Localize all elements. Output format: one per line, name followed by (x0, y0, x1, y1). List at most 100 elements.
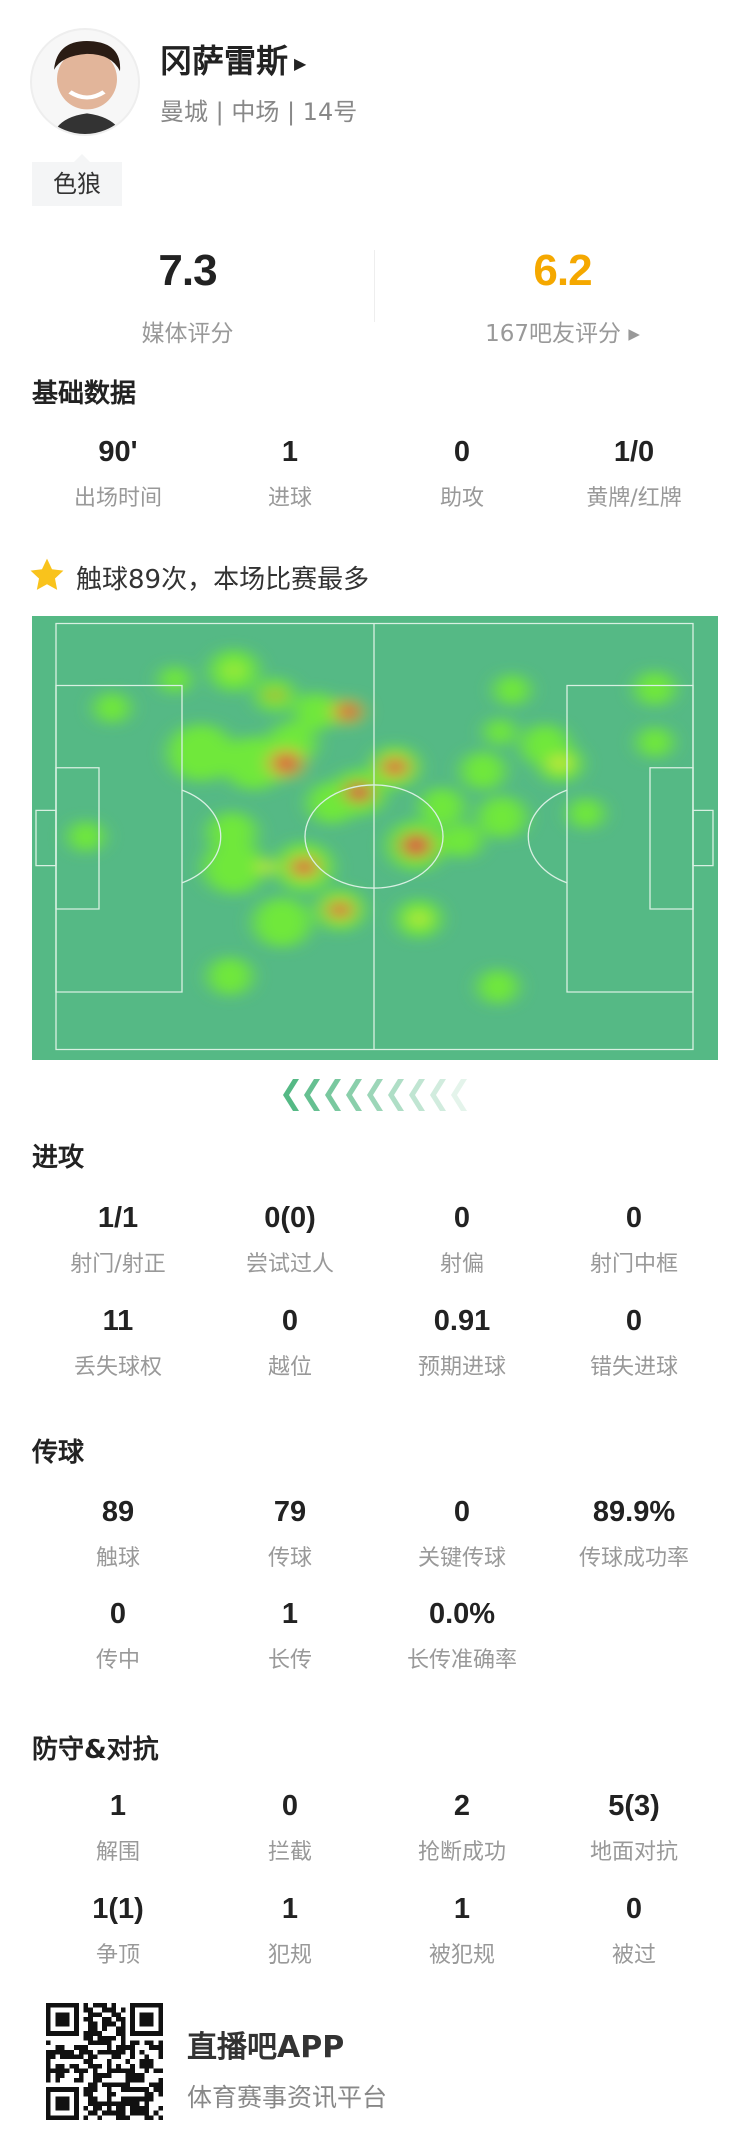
stat-label: 长传准确率 (406, 1648, 517, 1673)
stat-cell: 0 射门中框 (548, 1202, 720, 1278)
attack-stats-row: 11 丢失球权 0 越位 0.91 预期进球 0 错失进球 (32, 1305, 720, 1381)
heat-blob (94, 692, 130, 724)
app-name: 直播吧APP (187, 2030, 345, 2065)
heat-blob-hot (401, 832, 431, 859)
attack-direction-arrows (283, 1079, 467, 1111)
stat-value: 90' (98, 436, 138, 468)
stat-value: 79 (273, 1496, 307, 1528)
stat-cell: 11 丢失球权 (32, 1305, 204, 1381)
stat-value: 5(3) (608, 1790, 660, 1822)
media-rating: 7.3 媒体评分 (0, 246, 375, 348)
stat-cell: 1 进球 (204, 436, 376, 512)
stat-label: 助攻 (439, 486, 484, 511)
caret-right-icon: ▶ (294, 53, 307, 73)
stat-label: 地面对抗 (589, 1840, 678, 1865)
attack-stats-row: 1/1 射门/射正 0(0) 尝试过人 0 射偏 0 射门中框 (32, 1202, 720, 1278)
stat-cell: 5(3) 地面对抗 (548, 1790, 720, 1866)
stat-value: 0 (453, 1496, 471, 1528)
stat-cell: 1 犯规 (204, 1893, 376, 1969)
chevron-left-icon (430, 1079, 446, 1111)
chevron-left-icon (367, 1079, 383, 1111)
stat-value: 89.9% (592, 1496, 676, 1528)
heat-blob (461, 751, 505, 790)
section-title-attack: 进攻 (32, 1143, 85, 1173)
stat-cell: 0 射偏 (376, 1202, 548, 1278)
stat-label: 传球 (267, 1546, 312, 1571)
stat-cell: 1/0 黄牌/红牌 (548, 436, 720, 512)
stat-label: 丢失球权 (73, 1355, 162, 1380)
stat-value: 1 (109, 1790, 127, 1822)
media-rating-value: 7.3 (158, 246, 217, 295)
stat-label: 被犯规 (428, 1943, 495, 1968)
avatar[interactable] (30, 28, 140, 136)
stat-value: 2 (453, 1790, 471, 1822)
stat-label: 被过 (611, 1943, 656, 1968)
stat-label: 争顶 (95, 1943, 140, 1968)
stat-cell: 0 被过 (548, 1893, 720, 1969)
star-icon (30, 558, 64, 590)
highlight-text: 触球89次，本场比赛最多 (76, 565, 370, 595)
stat-label: 尝试过人 (245, 1252, 334, 1277)
fan-rating-value: 6.2 (533, 246, 592, 295)
heat-blob (203, 840, 265, 894)
stat-value: 1/0 (613, 436, 655, 468)
stat-value: 1 (453, 1893, 471, 1925)
stat-label: 犯规 (267, 1943, 312, 1968)
player-tag: 色狼 (32, 154, 122, 206)
fan-rating-label[interactable]: 167吧友评分 ▸ (485, 321, 640, 347)
heat-blob-hot (337, 702, 359, 722)
stat-cell: 0.91 预期进球 (376, 1305, 548, 1381)
passing-stats-row: 89 触球 79 传球 0 关键传球 89.9% 传球成功率 (32, 1496, 720, 1572)
heat-blob-hot (384, 757, 406, 777)
stat-label: 进球 (267, 486, 312, 511)
heat-blob (168, 724, 234, 782)
stat-cell: 0 助攻 (376, 436, 548, 512)
heat-blob (478, 969, 518, 1004)
section-title-basic: 基础数据 (32, 379, 137, 409)
stat-label: 解围 (95, 1840, 140, 1865)
chevron-left-icon (451, 1079, 467, 1111)
player-name[interactable]: 冈萨雷斯 ▶ (160, 42, 307, 80)
heat-blob (68, 821, 104, 852)
heat-blob (253, 897, 311, 948)
stat-cell: 0 传中 (32, 1598, 204, 1674)
heat-blob (484, 718, 516, 746)
defense-stats-row: 1(1) 争顶 1 犯规 1 被犯规 0 被过 (32, 1893, 720, 1969)
heatmap-pitch (32, 616, 718, 1060)
heat-blob (442, 823, 482, 858)
stat-value: 1 (281, 1598, 299, 1630)
pitch-background (32, 616, 718, 1060)
stat-label: 触球 (95, 1546, 140, 1571)
heat-blob (294, 692, 338, 731)
stat-cell: 0 越位 (204, 1305, 376, 1381)
fan-rating[interactable]: 6.2 167吧友评分 ▸ (375, 246, 750, 348)
section-title-passing: 传球 (32, 1438, 85, 1468)
heat-blob (411, 911, 427, 926)
stat-label: 长传 (267, 1648, 312, 1673)
stat-label: 拦截 (267, 1840, 312, 1865)
chevron-left-icon (283, 1079, 299, 1111)
stat-cell: 0 关键传球 (376, 1496, 548, 1572)
stat-value: 89 (101, 1496, 135, 1528)
stat-value: 11 (102, 1305, 134, 1337)
stat-cell: 0 错失进球 (548, 1305, 720, 1381)
stat-label: 抢断成功 (417, 1840, 506, 1865)
stat-cell: 1 被犯规 (376, 1893, 548, 1969)
basic-stats-row: 90' 出场时间 1 进球 0 助攻 1/0 黄牌/红牌 (32, 436, 720, 512)
heat-blob (208, 957, 252, 996)
stat-value: 0.0% (428, 1598, 496, 1630)
heat-blob-hot (273, 752, 299, 775)
stat-value: 0 (453, 1202, 471, 1234)
stat-label: 黄牌/红牌 (586, 486, 682, 511)
chevron-left-icon (388, 1079, 404, 1111)
chevron-left-icon (304, 1079, 320, 1111)
stat-cell: 1/1 射门/射正 (32, 1202, 204, 1278)
passing-stats-row: 0 传中 1 长传 0.0% 长传准确率 (32, 1598, 720, 1674)
heat-blob (420, 787, 464, 826)
stat-label: 关键传球 (417, 1546, 506, 1571)
stat-value: 0.91 (433, 1305, 491, 1337)
stat-cell: 0.0% 长传准确率 (376, 1598, 548, 1674)
stat-value: 0 (281, 1305, 299, 1337)
heat-blob (568, 798, 604, 829)
stat-cell: 0(0) 尝试过人 (204, 1202, 376, 1278)
